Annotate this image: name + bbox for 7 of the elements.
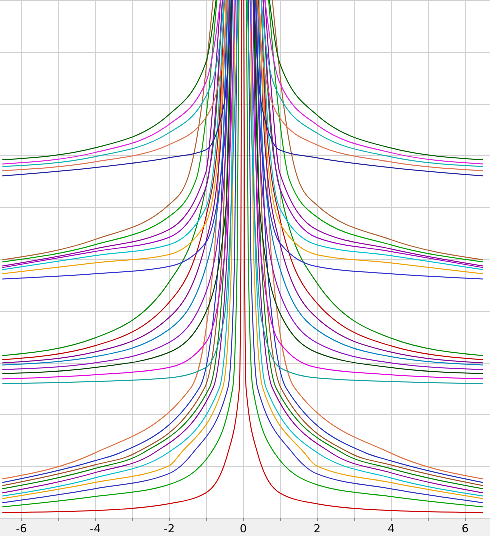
x-tick-label: 4 bbox=[388, 522, 395, 536]
x-tick-label: -6 bbox=[16, 522, 28, 536]
x-tick-label: 0 bbox=[240, 522, 247, 536]
x-tick-label: 6 bbox=[462, 522, 469, 536]
x-tick-label: 2 bbox=[314, 522, 321, 536]
x-tick-label: -2 bbox=[164, 522, 175, 536]
x-tick-label: -4 bbox=[90, 522, 102, 536]
